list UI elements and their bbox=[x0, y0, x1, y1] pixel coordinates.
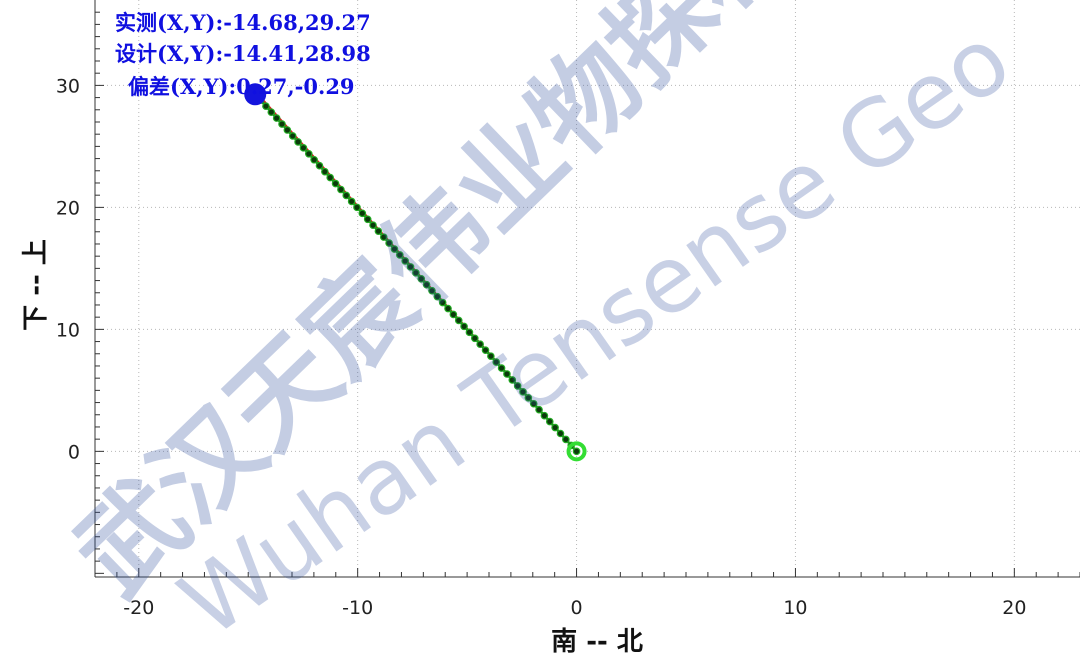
measured-point bbox=[304, 150, 313, 158]
measured-point bbox=[438, 298, 447, 307]
measured-point bbox=[487, 352, 495, 360]
x-axis-label: 南 -- 北 bbox=[551, 627, 643, 657]
measured-point bbox=[337, 185, 345, 194]
info-measured: 实测(X,Y):-14.68,29.27 bbox=[115, 10, 371, 35]
measured-point bbox=[535, 405, 543, 414]
measured-point bbox=[513, 382, 522, 390]
info-deviation: 偏差(X,Y):0.27,-0.29 bbox=[128, 74, 355, 99]
measured-point bbox=[481, 346, 490, 354]
measured-point bbox=[524, 393, 533, 402]
measured-point bbox=[476, 340, 484, 349]
start-marker bbox=[566, 441, 587, 462]
y-axis-label: 下 -- 上 bbox=[21, 239, 51, 331]
x-tick-label: 0 bbox=[571, 597, 583, 619]
end-marker bbox=[244, 83, 267, 106]
measured-point bbox=[545, 417, 554, 426]
measured-point bbox=[433, 292, 442, 301]
measured-point bbox=[262, 102, 270, 110]
x-tick-label: -10 bbox=[342, 597, 373, 619]
measured-point bbox=[278, 120, 286, 128]
measured-point bbox=[401, 257, 409, 265]
measured-point bbox=[272, 114, 281, 122]
measured-point bbox=[342, 191, 351, 200]
measured-point bbox=[529, 399, 538, 408]
coordinate-info: 实测(X,Y):-14.68,29.27 设计(X,Y):-14.41,28.9… bbox=[115, 10, 371, 99]
measured-point bbox=[379, 233, 388, 241]
measured-point bbox=[385, 239, 393, 247]
measured-point bbox=[497, 364, 506, 372]
measured-point bbox=[465, 328, 474, 337]
measured-point bbox=[347, 197, 356, 206]
measured-point bbox=[503, 370, 511, 378]
measured-point bbox=[363, 215, 372, 224]
measured-point bbox=[551, 423, 559, 432]
measured-point bbox=[331, 179, 340, 188]
measured-point bbox=[428, 286, 436, 295]
measured-point bbox=[406, 263, 415, 271]
measured-point bbox=[444, 304, 452, 313]
measured-point bbox=[471, 334, 479, 343]
axes bbox=[94, 0, 1080, 578]
measured-point bbox=[369, 221, 377, 230]
measured-point bbox=[454, 316, 463, 325]
measured-point bbox=[422, 280, 431, 289]
measured-point bbox=[299, 144, 308, 152]
measured-point bbox=[492, 358, 501, 366]
measured-point bbox=[288, 132, 297, 140]
x-tick-label: -20 bbox=[123, 597, 154, 619]
measured-point bbox=[310, 155, 318, 164]
measured-point bbox=[562, 435, 570, 444]
measured-point bbox=[556, 429, 565, 438]
measured-point bbox=[508, 376, 517, 384]
y-tick-label: 10 bbox=[56, 319, 80, 341]
measured-point bbox=[390, 245, 399, 253]
x-tick-label: 20 bbox=[1002, 597, 1026, 619]
measured-point bbox=[374, 227, 383, 235]
y-tick-label: 0 bbox=[68, 441, 80, 463]
measured-point bbox=[283, 126, 292, 134]
end-markers bbox=[244, 83, 587, 462]
measured-point bbox=[460, 322, 468, 331]
measured-point bbox=[294, 138, 302, 146]
y-tick-label: 30 bbox=[56, 75, 80, 97]
tick-labels: -20 -10 0 10 20 0 10 20 30 bbox=[56, 75, 1027, 619]
measured-point bbox=[540, 411, 549, 420]
measured-point bbox=[315, 161, 324, 170]
measured-point bbox=[267, 108, 276, 116]
measured-point bbox=[321, 167, 329, 176]
measured-point bbox=[358, 209, 367, 218]
info-design: 设计(X,Y):-14.41,28.98 bbox=[115, 41, 371, 66]
measured-point bbox=[519, 388, 527, 396]
y-tick-label: 20 bbox=[56, 197, 80, 219]
measured-point bbox=[412, 269, 420, 277]
grid-lines bbox=[95, 0, 1080, 577]
measured-point bbox=[449, 310, 458, 319]
measured-point bbox=[417, 274, 426, 283]
x-tick-label: 10 bbox=[783, 597, 807, 619]
measured-point bbox=[572, 447, 581, 456]
measured-point bbox=[326, 173, 335, 182]
measured-point bbox=[353, 203, 361, 212]
measured-point bbox=[396, 251, 404, 259]
